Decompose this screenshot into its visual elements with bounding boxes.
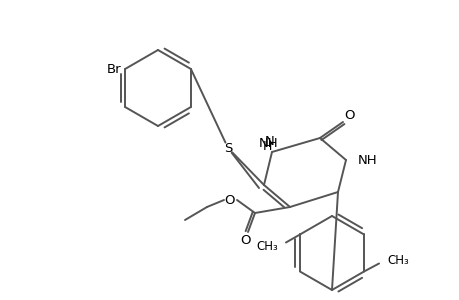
Text: O: O <box>344 109 354 122</box>
Text: CH₃: CH₃ <box>256 240 277 253</box>
Text: NH: NH <box>258 136 278 149</box>
Text: S: S <box>224 142 232 154</box>
Text: N: N <box>264 134 274 148</box>
Text: O: O <box>240 233 251 247</box>
Text: H: H <box>262 140 271 152</box>
Text: Br: Br <box>106 62 121 76</box>
Text: CH₃: CH₃ <box>386 254 408 267</box>
Text: NH: NH <box>357 154 377 166</box>
Text: O: O <box>224 194 235 206</box>
